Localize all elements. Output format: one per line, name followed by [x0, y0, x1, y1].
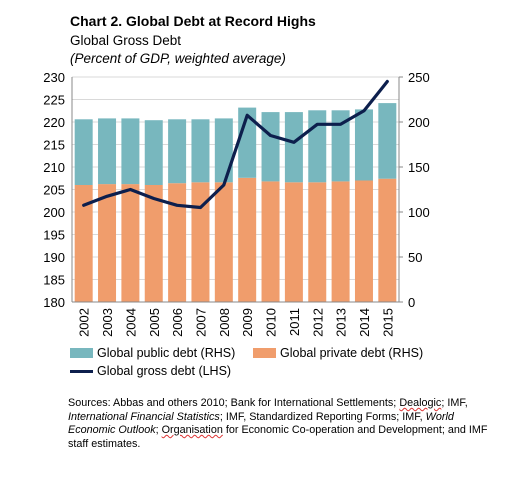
bar-private — [214, 182, 233, 302]
legend-swatch-private — [253, 348, 276, 358]
bar-private — [331, 181, 350, 302]
legend-item-private: Global private debt (RHS) — [253, 346, 423, 360]
legend-label-private: Global private debt (RHS) — [280, 346, 424, 360]
sources-text-4: ; — [155, 424, 162, 436]
sources-ifs: International Financial Statistics — [68, 410, 220, 423]
legend-label-public: Global public debt (RHS) — [97, 346, 236, 360]
bar-private — [74, 185, 93, 302]
bar-public — [121, 118, 140, 185]
bar-private — [191, 182, 210, 302]
x-axis-tick-label: 2006 — [170, 308, 185, 337]
sources-text-1: Sources: Abbas and others 2010; Bank for… — [68, 397, 400, 409]
left-axis-tick-label: 190 — [43, 250, 65, 265]
right-axis-tick-label: 150 — [408, 160, 430, 175]
bar-public — [214, 118, 233, 183]
left-axis-tick-label: 200 — [43, 205, 65, 220]
legend-label-gross: Global gross debt (LHS) — [97, 364, 232, 378]
right-axis-tick-label: 0 — [408, 295, 415, 310]
x-axis-tick-label: 2008 — [217, 308, 232, 337]
bar-public — [74, 119, 93, 185]
left-axis-tick-label: 180 — [43, 295, 65, 310]
left-axis-tick-label: 220 — [43, 115, 65, 130]
x-axis-tick-label: 2010 — [264, 308, 279, 337]
bar-private — [261, 181, 280, 302]
bar-private — [378, 178, 397, 302]
x-axis-tick-label: 2012 — [310, 308, 325, 337]
bar-public — [168, 119, 187, 184]
bar-private — [354, 180, 373, 302]
bar-private — [121, 184, 140, 302]
series-line-gross-debt — [82, 79, 389, 210]
left-axis-tick-label: 210 — [43, 160, 65, 175]
x-axis-tick-label: 2005 — [147, 308, 162, 337]
x-axis-tick-label: 2013 — [334, 308, 349, 337]
x-axis-tick-label: 2003 — [100, 308, 115, 337]
x-axis-tick-label: 2014 — [357, 308, 372, 337]
bar-private — [284, 182, 303, 302]
chart-subtitle: Global Gross Debt — [70, 33, 182, 48]
x-axis-tick-label: 2002 — [77, 308, 92, 337]
sources-note: Sources: Abbas and others 2010; Bank for… — [68, 397, 498, 451]
left-axis-tick-label: 185 — [43, 273, 65, 288]
sources-organisation: Organisation — [161, 424, 223, 436]
x-axis-tick-label: 2004 — [123, 308, 138, 337]
right-axis-tick-label: 250 — [408, 70, 430, 85]
x-axis-tick-label: 2015 — [380, 308, 395, 337]
legend-swatch-public — [70, 348, 93, 358]
sources-text-2: ; IMF, — [441, 397, 468, 409]
bar-public — [191, 119, 210, 183]
x-axis-tick-label: 2007 — [193, 308, 208, 337]
right-axis-tick-label: 50 — [408, 250, 422, 265]
x-axis-tick-label: 2009 — [240, 308, 255, 337]
bar-public — [354, 109, 373, 181]
bar-private — [308, 182, 327, 302]
sources-dealogic: Dealogic — [399, 397, 442, 409]
bar-public — [144, 120, 163, 185]
right-axis-tick-label: 100 — [408, 205, 430, 220]
bar-public — [98, 118, 117, 185]
left-axis-tick-label: 205 — [43, 183, 65, 198]
left-axis-tick-label: 195 — [43, 228, 65, 243]
bar-public — [331, 110, 350, 182]
bar-private — [238, 177, 257, 302]
bar-public — [378, 103, 397, 179]
left-axis-tick-label: 230 — [43, 70, 65, 85]
chart-title: Chart 2. Global Debt at Record Highs — [70, 13, 316, 29]
chart-unit-note: (Percent of GDP, weighted average) — [70, 51, 286, 66]
sources-text-5: for Economic Co-operation and Developmen… — [68, 424, 488, 450]
sources-weo: World Economic Outlook — [68, 410, 454, 437]
left-axis-tick-label: 225 — [43, 93, 65, 108]
sources-text-3: ; IMF, Standardized Reporting Forms; IMF… — [219, 410, 426, 423]
legend-item-public: Global public debt (RHS) — [70, 346, 235, 360]
x-axis-tick-label: 2011 — [287, 308, 302, 336]
bar-private — [144, 185, 163, 302]
left-axis-tick-label: 215 — [43, 138, 65, 153]
bar-private — [168, 183, 187, 302]
right-axis-tick-label: 200 — [408, 115, 430, 130]
bar-public — [284, 112, 303, 183]
legend-item-gross: Global gross debt (LHS) — [70, 364, 231, 378]
bar-public — [261, 112, 280, 182]
legend-swatch-gross — [70, 369, 93, 373]
bar-private — [98, 184, 117, 302]
bar-public — [308, 110, 327, 183]
